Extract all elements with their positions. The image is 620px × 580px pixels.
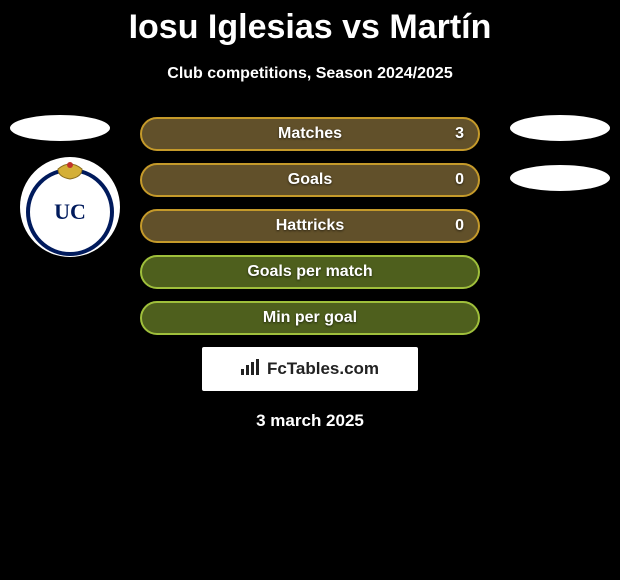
stat-value: 0 (455, 217, 464, 235)
club-badge: UC (20, 157, 120, 257)
stat-label: Hattricks (276, 217, 344, 235)
subtitle: Club competitions, Season 2024/2025 (0, 65, 620, 83)
stat-row-min-per-goal: Min per goal (140, 301, 480, 335)
stat-row-goals: Goals 0 (140, 163, 480, 197)
page-title: Iosu Iglesias vs Martín (0, 0, 620, 47)
stat-value: 0 (455, 171, 464, 189)
stats-area: UC Matches 3 Goals 0 Hattricks 0 Goals p… (0, 117, 620, 431)
player-right-placeholder-2 (510, 165, 610, 191)
stat-label: Matches (278, 125, 342, 143)
brand-badge: FcTables.com (202, 347, 418, 391)
brand-chart-icon (241, 359, 261, 380)
stat-row-matches: Matches 3 (140, 117, 480, 151)
stat-row-hattricks: Hattricks 0 (140, 209, 480, 243)
stat-label: Goals (288, 171, 332, 189)
svg-text:UC: UC (54, 199, 86, 224)
player-left-placeholder (10, 115, 110, 141)
date-text: 3 march 2025 (0, 411, 620, 431)
stat-label: Min per goal (263, 309, 357, 327)
stat-row-goals-per-match: Goals per match (140, 255, 480, 289)
stat-value: 3 (455, 125, 464, 143)
stat-rows: Matches 3 Goals 0 Hattricks 0 Goals per … (140, 117, 480, 335)
player-right-placeholder-1 (510, 115, 610, 141)
brand-text: FcTables.com (267, 359, 379, 379)
stat-label: Goals per match (247, 263, 372, 281)
